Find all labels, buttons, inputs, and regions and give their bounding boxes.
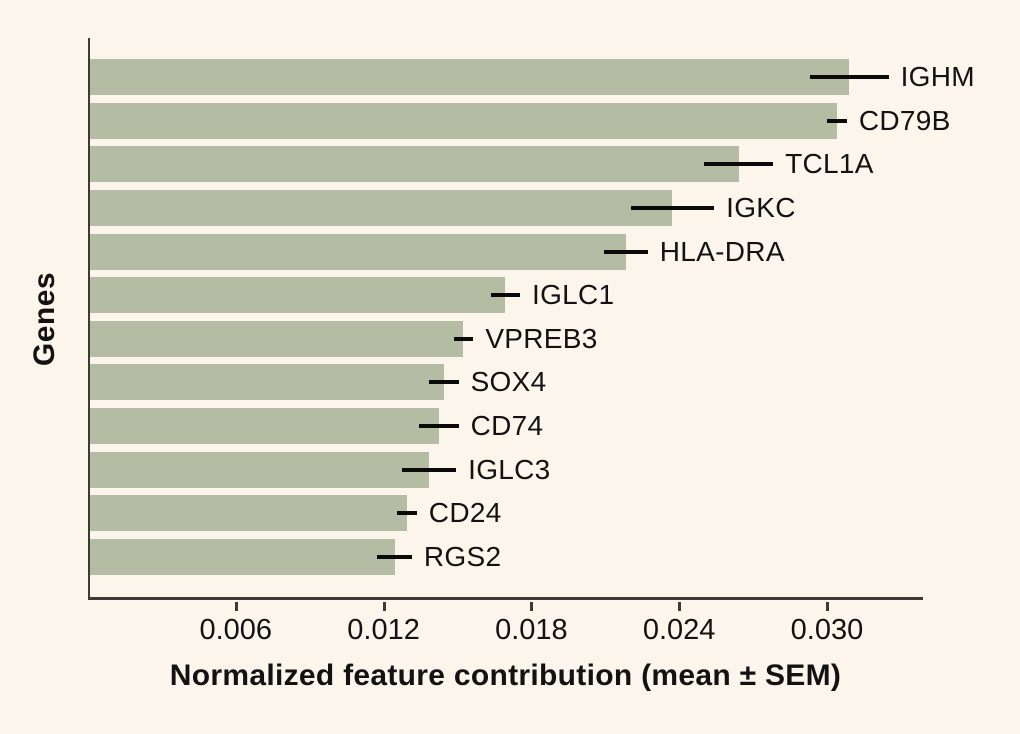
bar-row: IGLC1 xyxy=(90,277,923,314)
tick-label: 0.024 xyxy=(642,614,716,646)
tick-mark xyxy=(825,602,829,611)
bar-label: HLA-DRA xyxy=(659,235,785,267)
bar-label: IGHM xyxy=(900,61,975,92)
error-bar xyxy=(429,380,459,385)
bar-row: IGKC xyxy=(90,189,923,226)
bar xyxy=(90,408,439,444)
error-bar xyxy=(809,75,889,79)
tick-mark xyxy=(382,602,386,611)
error-bar xyxy=(397,511,417,516)
x-axis-ticks: 0.006 0.012 0.018 0.024 0.030 xyxy=(88,600,923,658)
bar xyxy=(90,320,464,357)
plot-area: IGHM CD79B TCL1A IGKC HLA-DRA IGLC1 VPREB3 SOX4… xyxy=(88,38,975,600)
bar xyxy=(90,233,626,270)
tick-mark xyxy=(678,602,682,611)
bar-label: CD74 xyxy=(470,410,544,441)
bar-label: TCL1A xyxy=(785,148,874,180)
error-bar xyxy=(704,162,774,167)
bar xyxy=(90,102,837,139)
bar xyxy=(90,451,430,488)
bar-label: RGS2 xyxy=(423,540,502,572)
bar-row: CD79B xyxy=(90,102,950,139)
error-bar xyxy=(453,336,474,341)
tick-mark xyxy=(234,602,238,611)
bar-label: IGKC xyxy=(726,191,796,223)
tick-label: 0.030 xyxy=(790,614,864,646)
bar xyxy=(90,538,395,575)
tick-label: 0.012 xyxy=(347,614,420,646)
bar-row: TCL1A xyxy=(90,146,923,183)
tick-mark xyxy=(530,602,534,611)
bar-row: VPREB3 xyxy=(90,320,923,357)
x-axis-label: Normalized feature contribution (mean ± … xyxy=(169,659,842,692)
bar-label: VPREB3 xyxy=(485,322,598,354)
error-bar xyxy=(630,205,715,210)
y-axis-label: Genes xyxy=(28,271,61,367)
tick-label: 0.006 xyxy=(199,614,273,646)
bar-row: CD24 xyxy=(90,495,923,532)
error-bar xyxy=(603,249,648,254)
bar xyxy=(90,495,407,532)
bar-label: IGLC1 xyxy=(532,279,615,311)
bar-row: IGLC3 xyxy=(90,451,923,488)
bars-area: IGHM CD79B TCL1A IGKC HLA-DRA IGLC1 VPREB3 SOX4… xyxy=(90,38,975,597)
bar xyxy=(90,189,673,226)
error-bar xyxy=(419,424,459,428)
bar-label: IGLC3 xyxy=(468,453,551,485)
bar-row: HLA-DRA xyxy=(90,233,923,270)
bar-label: SOX4 xyxy=(470,366,547,398)
bar-row: IGHM xyxy=(90,59,975,95)
bar xyxy=(90,364,444,401)
error-bar xyxy=(490,293,520,298)
bar xyxy=(90,146,739,183)
bar xyxy=(90,59,850,95)
bar-row: SOX4 xyxy=(90,364,923,401)
bar-label: CD79B xyxy=(858,104,951,136)
bar-row: RGS2 xyxy=(90,538,923,575)
bar-label: CD24 xyxy=(428,497,502,529)
bar xyxy=(90,277,506,314)
error-bar xyxy=(377,554,412,559)
error-bar xyxy=(402,467,457,472)
error-bar xyxy=(827,118,847,123)
bar-row: CD74 xyxy=(90,408,923,444)
tick-label: 0.018 xyxy=(495,614,568,646)
